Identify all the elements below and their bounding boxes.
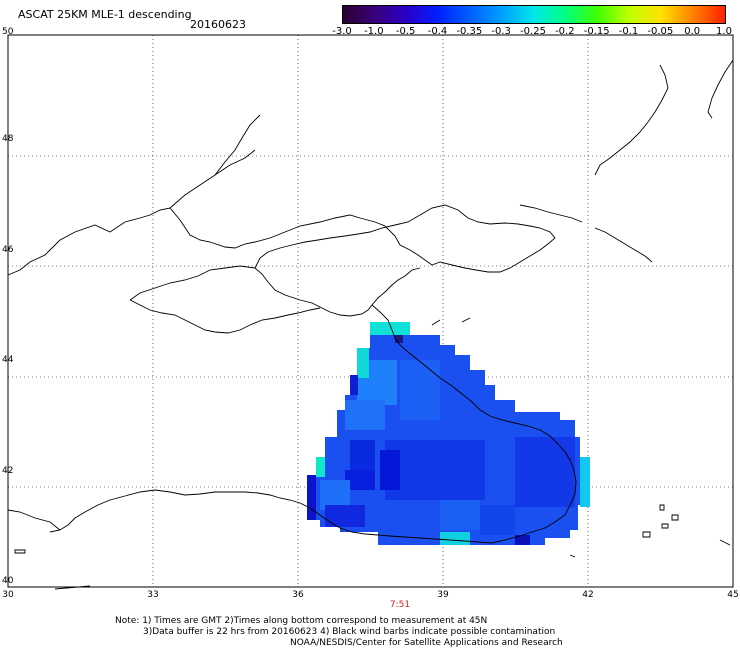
coastlines [7, 59, 734, 590]
colorbar-tick-label: -0.5 [395, 26, 416, 37]
longitude-tick-label: 33 [147, 590, 159, 600]
wind-data-swath [307, 322, 590, 545]
latitude-tick-label: 50 [2, 27, 14, 37]
pass-time-label: 7:51 [389, 600, 411, 610]
note-line-1: Note: 1) Times are GMT 2)Times along bot… [115, 616, 488, 626]
latitude-tick-label: 40 [2, 576, 14, 586]
latitude-tick-label: 42 [2, 465, 14, 476]
latitude-tick-label: 44 [2, 355, 14, 366]
colorbar-tick-label: -0.05 [647, 26, 674, 37]
latitude-tick-label: 46 [2, 244, 14, 255]
longitude-tick-label: 39 [437, 590, 449, 600]
note-line-2: 3)Data buffer is 22 hrs from 20160623 4)… [143, 627, 556, 637]
colorbar-tick-label: -0.25 [520, 26, 546, 37]
latitude-tick-label: 48 [2, 134, 14, 145]
colorbar-tick-label: -0.2 [555, 26, 575, 37]
map-frame [7, 34, 734, 588]
colorbar-tick-label: -0.1 [618, 26, 639, 37]
colorbar-tick-label: 0.0 [684, 26, 701, 37]
colorbar [342, 5, 726, 24]
longitude-tick-label: 36 [292, 590, 304, 600]
colorbar-tick-label: -0.15 [583, 26, 610, 37]
colorbar-tick-label: -3.0 [332, 26, 352, 37]
longitude-tick-label: 45 [727, 590, 739, 600]
colorbar-tick-label: -0.4 [427, 26, 448, 37]
colorbar-tick-label: -1.0 [364, 26, 384, 37]
colorbar-tick-label: -0.3 [491, 26, 511, 37]
longitude-tick-label: 30 [2, 590, 14, 600]
product-date: 20160623 [190, 18, 246, 31]
colorbar-tick-label: -0.35 [456, 26, 483, 37]
colorbar-gradient [343, 6, 725, 23]
product-title: ASCAT 25KM MLE-1 descending [18, 8, 192, 21]
colorbar-tick-label: 1.0 [716, 26, 732, 37]
longitude-tick-label: 42 [582, 590, 594, 600]
note-line-3: NOAA/NESDIS/Center for Satellite Applica… [290, 638, 563, 648]
